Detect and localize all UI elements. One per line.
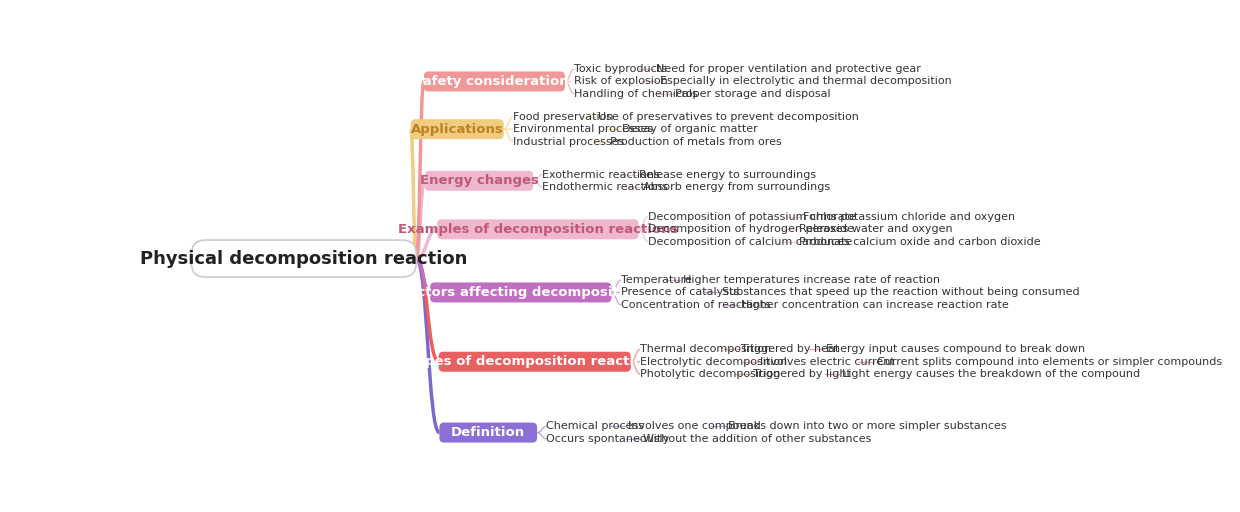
Text: Thermal decomposition: Thermal decomposition	[640, 345, 771, 354]
Text: Higher temperatures increase rate of reaction: Higher temperatures increase rate of rea…	[683, 275, 940, 285]
Text: Release energy to surroundings: Release energy to surroundings	[640, 169, 816, 180]
Text: Endothermic reactions: Endothermic reactions	[543, 182, 668, 192]
Text: Involves electric current: Involves electric current	[760, 357, 895, 367]
Text: Decomposition of calcium carbonate: Decomposition of calcium carbonate	[649, 237, 852, 247]
Text: Physical decomposition reaction: Physical decomposition reaction	[140, 249, 467, 268]
FancyBboxPatch shape	[439, 422, 537, 442]
Text: Energy input causes compound to break down: Energy input causes compound to break do…	[826, 345, 1085, 354]
Text: Industrial processes: Industrial processes	[513, 137, 624, 146]
Text: Production of metals from ores: Production of metals from ores	[610, 137, 781, 146]
Text: Forms potassium chloride and oxygen: Forms potassium chloride and oxygen	[804, 212, 1016, 222]
Text: Risk of explosion: Risk of explosion	[574, 76, 668, 87]
Text: Types of decomposition reactions: Types of decomposition reactions	[409, 355, 661, 368]
FancyBboxPatch shape	[424, 171, 533, 191]
Text: Energy changes: Energy changes	[419, 174, 538, 187]
Text: Triggered by heat: Triggered by heat	[742, 345, 839, 354]
Text: Examples of decomposition reactions: Examples of decomposition reactions	[398, 223, 678, 236]
Text: Chemical process: Chemical process	[547, 421, 645, 432]
Text: Concentration of reactants: Concentration of reactants	[621, 300, 770, 310]
FancyBboxPatch shape	[191, 240, 417, 277]
Text: Decomposition of hydrogen peroxide: Decomposition of hydrogen peroxide	[649, 224, 854, 234]
Text: Safety considerations: Safety considerations	[413, 75, 577, 88]
Text: Proper storage and disposal: Proper storage and disposal	[675, 89, 831, 99]
Text: Presence of catalysts: Presence of catalysts	[621, 287, 739, 297]
Text: Applications: Applications	[410, 123, 503, 136]
Text: Triggered by light: Triggered by light	[753, 369, 851, 379]
FancyBboxPatch shape	[410, 119, 503, 139]
Text: Decomposition of potassium chlorate: Decomposition of potassium chlorate	[649, 212, 856, 222]
FancyBboxPatch shape	[424, 72, 565, 92]
Text: Without the addition of other substances: Without the addition of other substances	[644, 434, 872, 444]
Text: Photolytic decomposition: Photolytic decomposition	[640, 369, 780, 379]
Text: Decay of organic matter: Decay of organic matter	[621, 124, 758, 134]
Text: Definition: Definition	[451, 426, 526, 439]
Text: Releases water and oxygen: Releases water and oxygen	[799, 224, 952, 234]
Text: Current splits compound into elements or simpler compounds: Current splits compound into elements or…	[877, 357, 1221, 367]
Text: Electrolytic decomposition: Electrolytic decomposition	[640, 357, 787, 367]
Text: Handling of chemicals: Handling of chemicals	[574, 89, 698, 99]
Text: Factors affecting decomposition: Factors affecting decomposition	[399, 286, 642, 299]
Text: Involves one compound: Involves one compound	[627, 421, 760, 432]
Text: Occurs spontaneously: Occurs spontaneously	[547, 434, 670, 444]
Text: Breaks down into two or more simpler substances: Breaks down into two or more simpler sub…	[729, 421, 1007, 432]
Text: Higher concentration can increase reaction rate: Higher concentration can increase reacti…	[742, 300, 1008, 310]
Text: Light energy causes the breakdown of the compound: Light energy causes the breakdown of the…	[842, 369, 1140, 379]
Text: Temperature: Temperature	[621, 275, 692, 285]
FancyBboxPatch shape	[438, 219, 639, 239]
Text: Exothermic reactions: Exothermic reactions	[543, 169, 660, 180]
Text: Environmental processes: Environmental processes	[513, 124, 653, 134]
Text: Especially in electrolytic and thermal decomposition: Especially in electrolytic and thermal d…	[660, 76, 951, 87]
Text: Substances that speed up the reaction without being consumed: Substances that speed up the reaction wi…	[722, 287, 1079, 297]
Text: Toxic byproducts: Toxic byproducts	[574, 64, 667, 74]
FancyBboxPatch shape	[430, 283, 611, 303]
Text: Absorb energy from surroundings: Absorb energy from surroundings	[644, 182, 831, 192]
Text: Food preservation: Food preservation	[513, 112, 614, 122]
Text: Produces calcium oxide and carbon dioxide: Produces calcium oxide and carbon dioxid…	[799, 237, 1040, 247]
FancyBboxPatch shape	[439, 352, 631, 372]
Text: Need for proper ventilation and protective gear: Need for proper ventilation and protecti…	[656, 64, 920, 74]
Text: Use of preservatives to prevent decomposition: Use of preservatives to prevent decompos…	[598, 112, 859, 122]
